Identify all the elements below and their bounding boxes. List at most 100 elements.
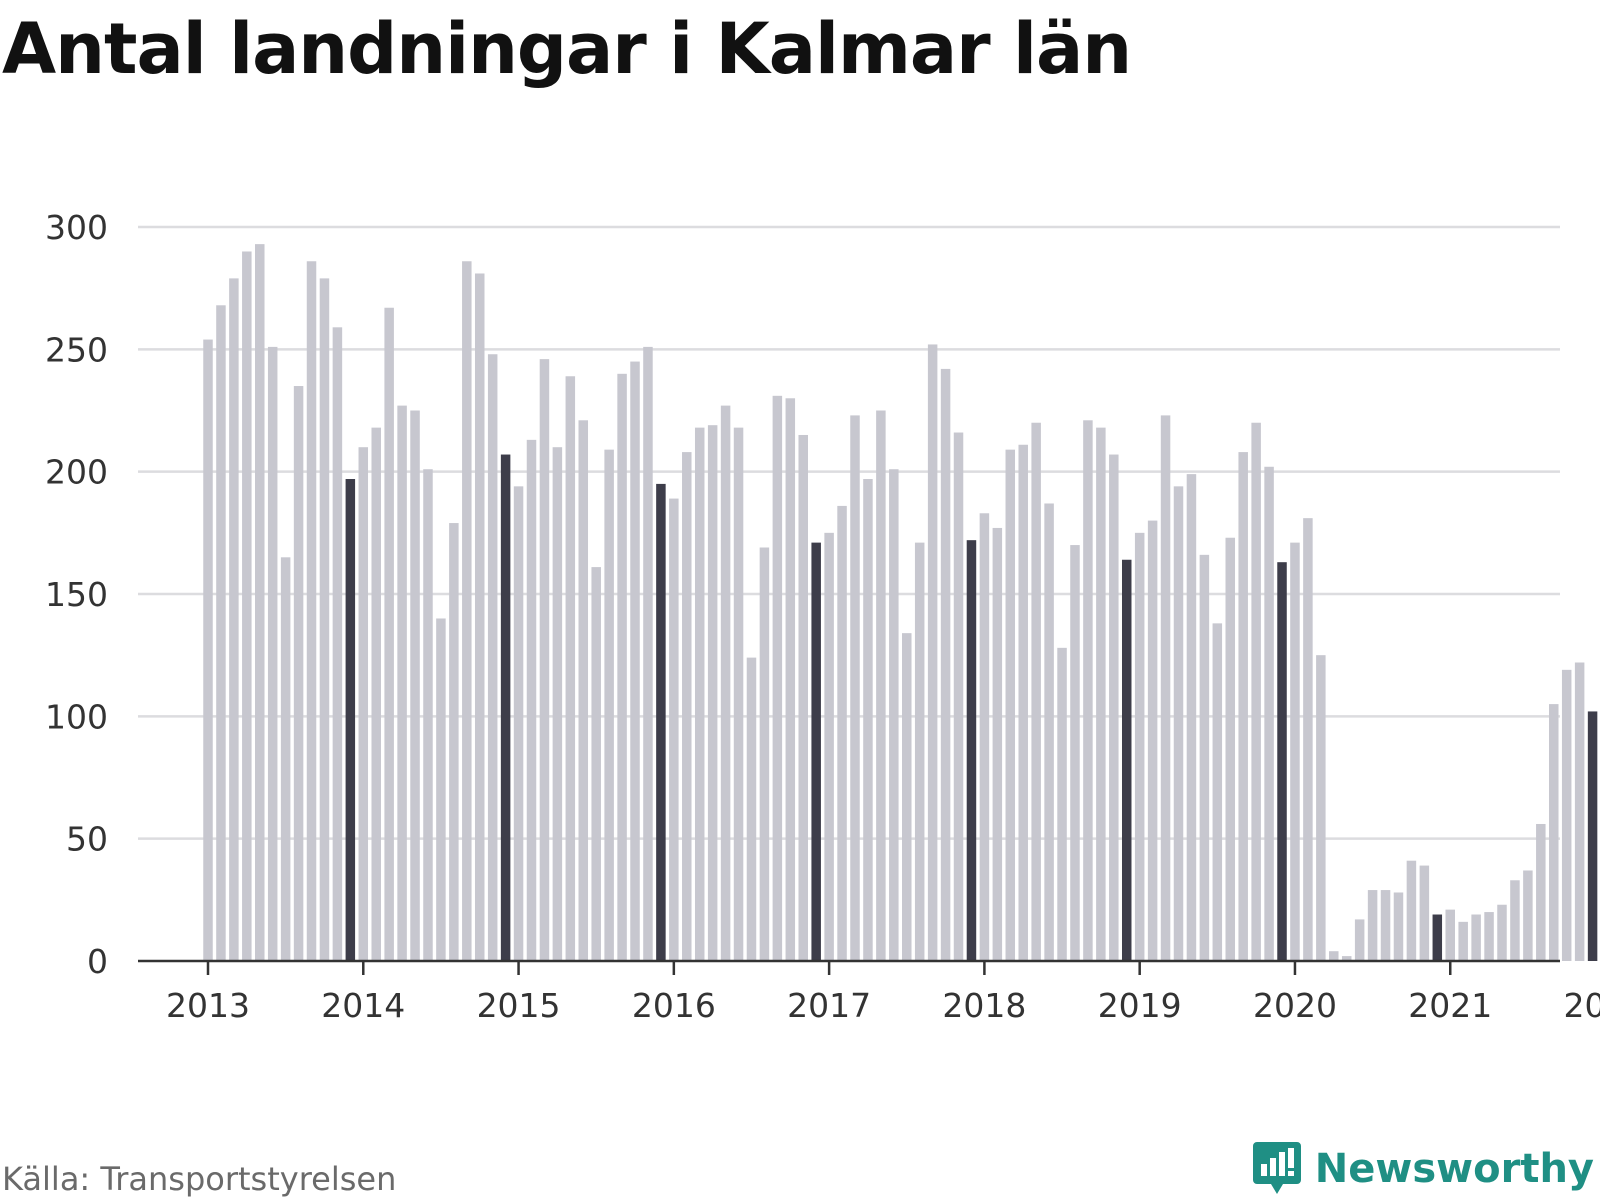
bar xyxy=(500,454,511,961)
bar xyxy=(1109,454,1119,961)
bar xyxy=(1419,865,1430,961)
bar xyxy=(1316,655,1326,961)
bar xyxy=(578,420,589,961)
bar xyxy=(682,452,692,961)
bar xyxy=(617,373,627,961)
bar xyxy=(539,359,550,961)
bar xyxy=(1225,537,1236,961)
bar xyxy=(280,557,291,961)
x-tick-label: 2014 xyxy=(321,986,405,1025)
bar xyxy=(1471,914,1481,961)
x-axis-ticks: 2013 2014 2015 2016 2017 2018 2019 2020 2021 2022 xyxy=(166,961,1600,1025)
x-tick-label: 2015 xyxy=(477,986,561,1025)
bar xyxy=(474,273,485,961)
bar xyxy=(1445,909,1455,961)
bar xyxy=(229,278,239,961)
bar xyxy=(992,527,1003,961)
bar xyxy=(1173,486,1184,961)
bar xyxy=(630,361,640,961)
bar xyxy=(1303,518,1313,961)
bars xyxy=(203,244,1598,962)
y-tick-label: 100 xyxy=(45,697,108,736)
bar xyxy=(397,405,407,961)
bar xyxy=(293,386,304,961)
bar xyxy=(1031,422,1041,962)
bar xyxy=(345,479,356,961)
bar xyxy=(410,410,420,961)
x-tick-label: 2017 xyxy=(787,986,871,1025)
bar xyxy=(1458,921,1468,961)
bar xyxy=(966,540,977,961)
bar xyxy=(889,469,899,961)
bar xyxy=(811,542,821,961)
y-axis-tick-labels: 0 50 100 150 200 250 300 xyxy=(45,208,108,981)
bar xyxy=(306,261,317,961)
bar xyxy=(1393,892,1404,961)
bar xyxy=(203,339,213,961)
source-note: Källa: Transportstyrelsen xyxy=(2,1160,397,1198)
bar xyxy=(1121,559,1132,961)
bar xyxy=(1484,912,1494,961)
bar xyxy=(1147,520,1158,961)
bar xyxy=(1549,704,1559,961)
bar xyxy=(979,513,990,961)
bar xyxy=(371,427,381,961)
bar xyxy=(436,618,446,961)
bar xyxy=(1160,415,1171,961)
bar xyxy=(1523,870,1533,961)
x-tick-label: 2016 xyxy=(632,986,716,1025)
bar xyxy=(1290,542,1300,961)
bar xyxy=(1251,422,1261,962)
x-tick-label: 2019 xyxy=(1098,986,1182,1025)
x-tick-label: 2020 xyxy=(1253,986,1337,1025)
x-tick-label: 2022 xyxy=(1564,986,1600,1025)
bar xyxy=(216,305,226,961)
x-tick-label: 2021 xyxy=(1408,986,1492,1025)
bar xyxy=(772,395,783,961)
bar xyxy=(837,505,847,961)
x-tick-label: 2018 xyxy=(942,986,1026,1025)
bar xyxy=(940,368,951,961)
y-tick-label: 250 xyxy=(45,330,108,369)
bar xyxy=(319,278,330,961)
x-tick-label: 2013 xyxy=(166,986,250,1025)
bar xyxy=(1574,662,1585,961)
bar xyxy=(1561,669,1572,961)
bar xyxy=(720,405,731,961)
bar xyxy=(332,327,343,961)
bar xyxy=(1587,711,1598,961)
bar xyxy=(1277,562,1287,961)
y-tick-label: 200 xyxy=(45,453,108,492)
bar xyxy=(1367,890,1378,961)
bar xyxy=(785,398,796,961)
bar xyxy=(1018,444,1028,961)
bar xyxy=(242,251,252,962)
brand-logo: Newsworthy xyxy=(1251,1140,1594,1198)
y-tick-label: 0 xyxy=(87,942,108,981)
bar xyxy=(656,483,666,961)
y-tick-label: 150 xyxy=(45,575,108,614)
newsworthy-logo-icon xyxy=(1252,1142,1301,1194)
y-tick-label: 50 xyxy=(66,820,108,859)
bar xyxy=(1354,919,1365,961)
bar xyxy=(513,486,524,961)
bar xyxy=(604,449,614,961)
bar xyxy=(927,344,938,961)
bar xyxy=(487,354,498,962)
bar xyxy=(462,261,472,961)
bar xyxy=(1341,956,1352,961)
bar xyxy=(669,498,679,961)
bar xyxy=(384,307,394,961)
bar xyxy=(953,432,964,961)
bar xyxy=(1510,880,1520,961)
y-tick-label: 300 xyxy=(45,208,108,247)
bar xyxy=(746,657,757,961)
bar xyxy=(850,415,860,961)
bar xyxy=(1199,554,1210,961)
bar xyxy=(1264,466,1274,961)
bar xyxy=(358,447,369,961)
bar xyxy=(694,427,705,961)
bar xyxy=(1212,623,1223,961)
bar xyxy=(1083,420,1093,961)
brand-name: Newsworthy xyxy=(1314,1146,1594,1192)
